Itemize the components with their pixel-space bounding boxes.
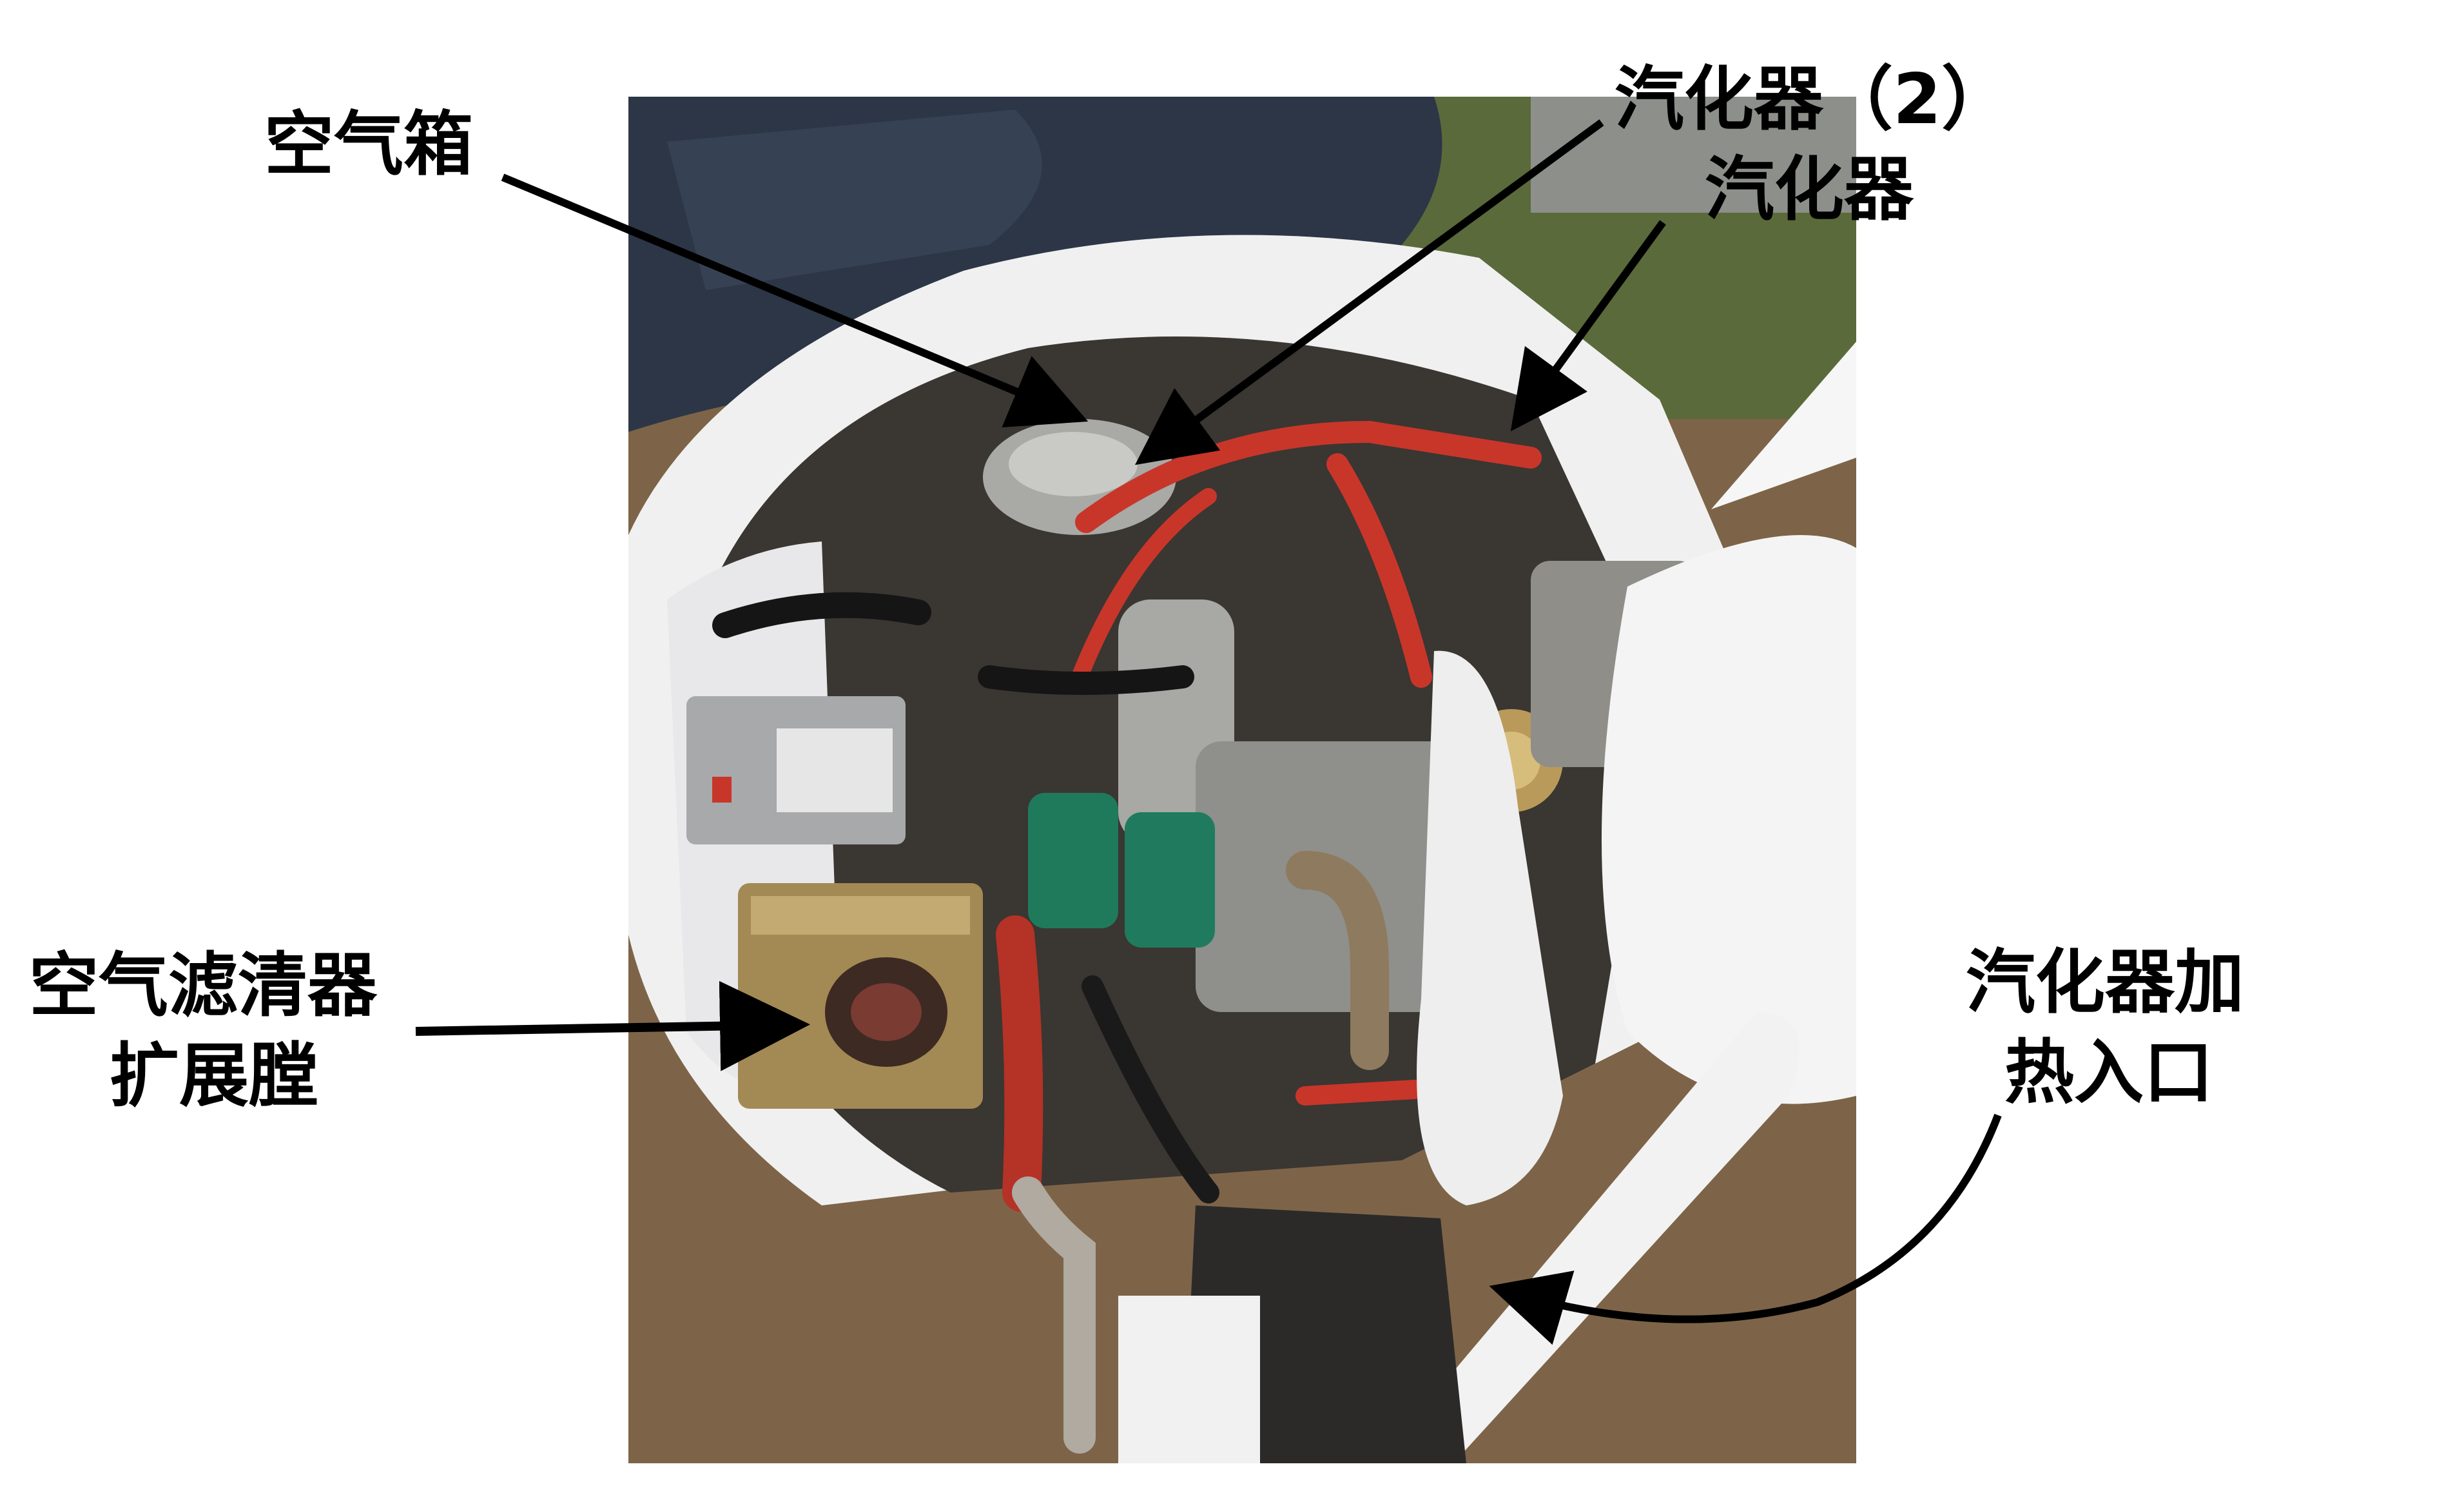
black-hose-left — [712, 592, 931, 638]
carburetor-left-shape — [1028, 793, 1118, 928]
label-carb-heat-line1: 汽化器加 — [1966, 942, 2245, 1023]
label-air-filter-line1: 空气滤清器 — [29, 946, 378, 1026]
propeller-blade-top — [1711, 342, 1856, 509]
ignition-box-label — [777, 728, 893, 812]
black-hose-lower — [1082, 975, 1219, 1204]
label-carb-heat-line2: 热入口 — [2004, 1033, 2214, 1113]
engine-bay-photo — [628, 97, 1856, 1463]
label-carburetor-2: 汽化器（2） — [1615, 59, 2012, 140]
air-filter-chamber-inner — [851, 983, 922, 1041]
air-box-highlight — [1009, 432, 1138, 496]
exhaust-stack — [1012, 1176, 1096, 1454]
ignition-box-red-tab — [712, 777, 732, 803]
label-air-box: 空气箱 — [264, 104, 474, 185]
red-hose-bottom — [1295, 1080, 1424, 1106]
exhaust-pipe — [1286, 851, 1389, 1070]
air-filter-chamber-highlight — [751, 896, 970, 935]
label-air-filter-line2: 扩展膛 — [110, 1036, 319, 1116]
red-hose-right — [1326, 453, 1432, 688]
carb-heat-scoop — [1417, 650, 1563, 1205]
propeller-spinner — [1602, 535, 1856, 1104]
red-duct — [996, 915, 1043, 1212]
carburetor-right-shape — [1125, 812, 1215, 948]
label-carburetor: 汽化器 — [1705, 150, 1914, 230]
nose-gear-fairing — [1118, 1296, 1260, 1463]
red-hose-left — [1071, 488, 1217, 685]
black-hose-mid — [978, 665, 1194, 695]
